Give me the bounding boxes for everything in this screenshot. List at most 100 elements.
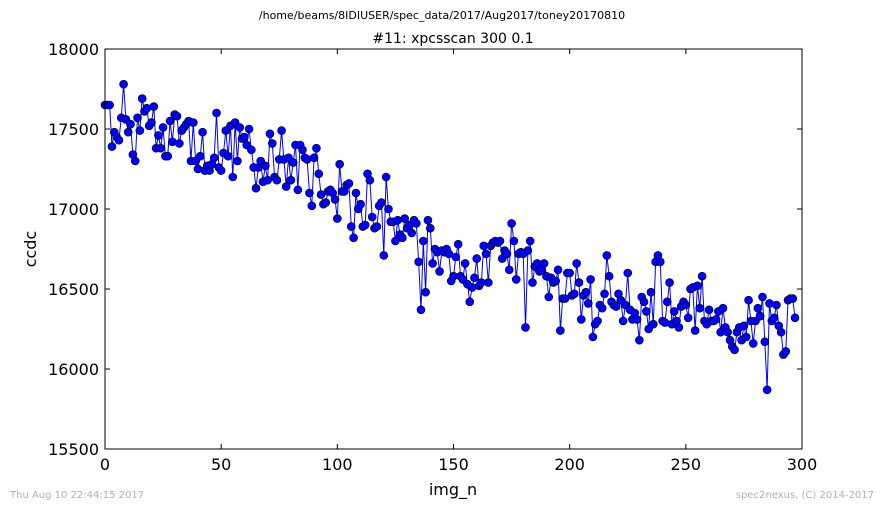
- data-point: [741, 332, 751, 342]
- data-point: [360, 220, 370, 230]
- data-point: [314, 169, 324, 179]
- data-point: [674, 323, 684, 332]
- data-point: [681, 300, 691, 310]
- x-tick-label: 250: [671, 455, 702, 474]
- data-point: [346, 222, 356, 231]
- data-point: [755, 311, 765, 321]
- data-point: [349, 233, 358, 243]
- y-tick-label: 17500: [48, 120, 99, 139]
- data-point: [367, 212, 377, 222]
- data-point: [435, 267, 444, 276]
- y-tick-label: 17000: [48, 200, 99, 219]
- data-point: [195, 151, 205, 161]
- data-point: [316, 190, 326, 199]
- data-point: [423, 215, 433, 225]
- data-point: [351, 188, 361, 198]
- data-point: [597, 303, 607, 313]
- data-point: [302, 155, 312, 164]
- data-point: [660, 318, 670, 327]
- data-point: [570, 289, 579, 299]
- data-point: [330, 195, 340, 204]
- data-point: [168, 137, 177, 147]
- data-point: [384, 204, 393, 214]
- data-point: [421, 287, 430, 297]
- data-point: [649, 319, 658, 329]
- data-point: [267, 139, 277, 148]
- data-point: [130, 156, 140, 166]
- data-point: [470, 273, 479, 283]
- x-tick-label: 50: [211, 455, 231, 474]
- data-point: [551, 276, 561, 286]
- data-point: [307, 201, 317, 211]
- data-point: [495, 236, 505, 246]
- data-point: [528, 278, 537, 287]
- data-point: [216, 166, 226, 175]
- data-point: [240, 132, 249, 142]
- data-point: [504, 265, 514, 275]
- data-point: [398, 233, 407, 243]
- data-point: [288, 158, 298, 167]
- data-point: [147, 118, 156, 127]
- figure-suptitle: /home/beams/8IDIUSER/spec_data/2017/Aug2…: [259, 9, 625, 22]
- data-point: [472, 254, 482, 263]
- data-point: [521, 323, 530, 332]
- data-point: [572, 259, 581, 268]
- data-point: [412, 219, 421, 228]
- x-tick-label: 300: [787, 455, 818, 474]
- data-point: [635, 335, 644, 345]
- y-tick-label: 16000: [48, 360, 99, 379]
- data-point: [188, 118, 198, 127]
- data-point: [126, 119, 135, 129]
- data-point: [581, 287, 591, 297]
- data-point: [565, 268, 574, 278]
- data-point: [781, 347, 791, 356]
- data-point: [244, 124, 254, 134]
- data-point: [193, 164, 203, 174]
- data-point: [593, 316, 602, 326]
- data-point: [233, 156, 242, 166]
- data-point: [632, 315, 642, 324]
- data-point: [683, 313, 693, 323]
- data-point: [576, 315, 586, 324]
- data-point: [286, 175, 296, 185]
- data-series: [100, 79, 800, 395]
- data-point: [135, 126, 145, 135]
- data-point: [711, 315, 721, 324]
- data-point: [753, 303, 763, 313]
- data-point: [511, 275, 521, 284]
- data-point: [669, 307, 679, 316]
- data-point: [321, 198, 331, 207]
- data-point: [588, 332, 598, 342]
- data-point: [175, 139, 184, 148]
- data-point: [560, 294, 570, 303]
- data-point: [693, 281, 702, 291]
- data-point: [400, 214, 410, 223]
- data-point: [163, 151, 173, 161]
- data-point: [372, 222, 382, 231]
- data-point: [762, 385, 772, 395]
- data-point: [379, 251, 389, 260]
- data-point: [523, 246, 533, 255]
- data-point: [776, 327, 786, 337]
- data-point: [414, 257, 423, 267]
- data-point: [769, 313, 779, 323]
- data-point: [509, 236, 519, 246]
- chart-title: #11: xpcsscan 300 0.1: [372, 31, 533, 47]
- data-point: [119, 79, 128, 89]
- data-point: [137, 94, 147, 103]
- data-point: [133, 113, 142, 123]
- data-point: [381, 172, 391, 182]
- data-point: [790, 313, 800, 323]
- data-point: [586, 275, 595, 284]
- data-point: [365, 175, 375, 185]
- data-point: [165, 116, 175, 126]
- data-point: [611, 302, 621, 311]
- data-point: [209, 153, 219, 163]
- data-point: [646, 287, 656, 297]
- data-point: [697, 271, 707, 281]
- footer-timestamp: Thu Aug 10 22:44:15 2017: [9, 490, 144, 501]
- data-point: [377, 198, 386, 207]
- data-point: [556, 326, 565, 335]
- data-point: [618, 316, 628, 326]
- data-point: [305, 188, 314, 198]
